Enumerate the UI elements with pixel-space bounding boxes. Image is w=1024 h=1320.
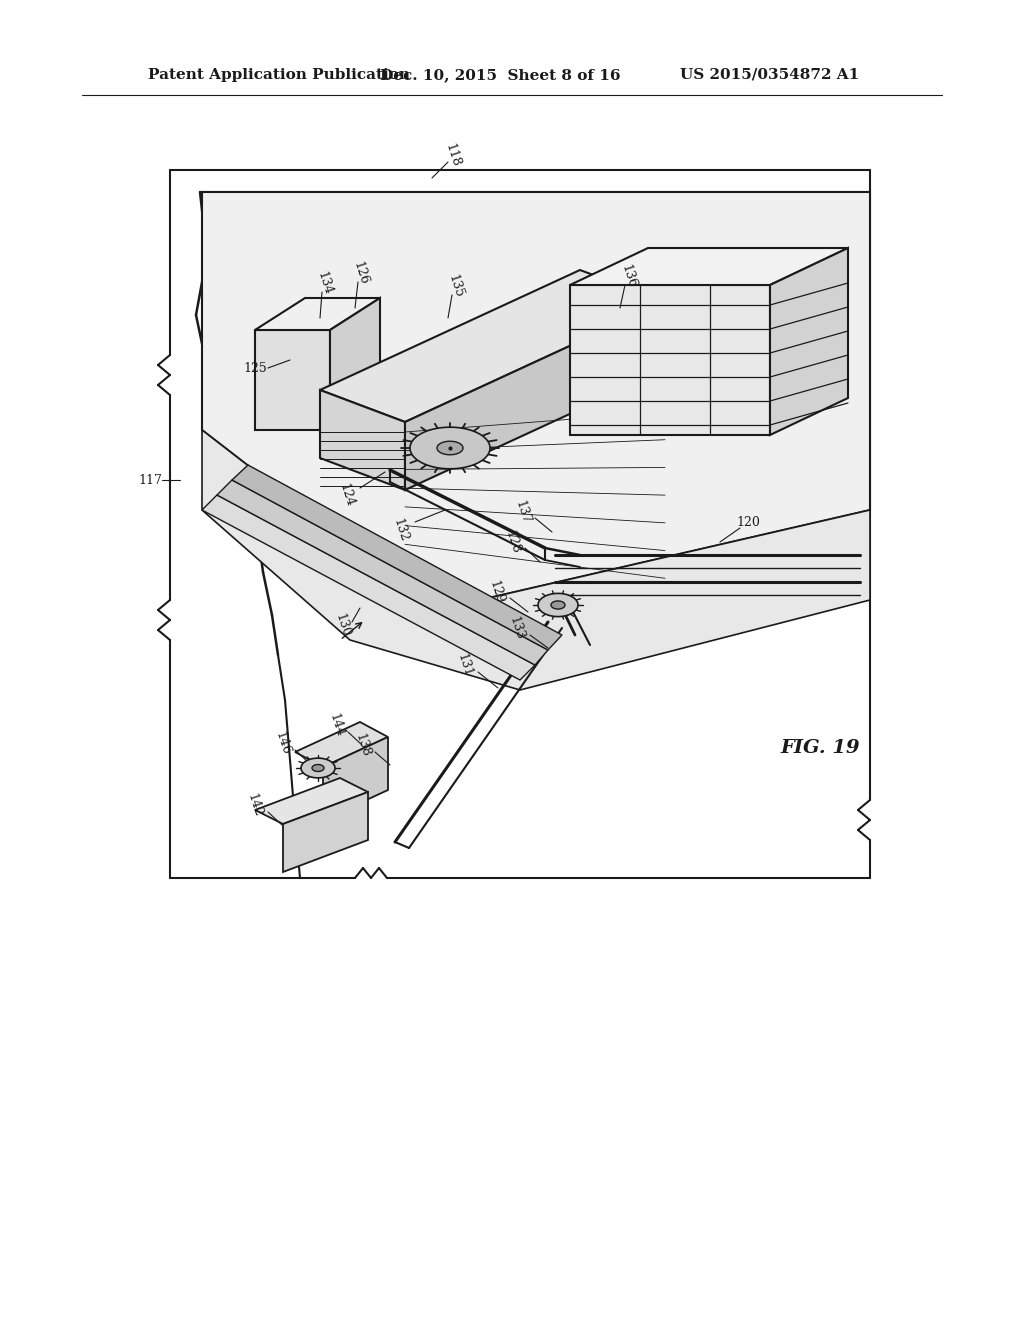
Polygon shape bbox=[202, 191, 870, 601]
Text: 133: 133 bbox=[506, 615, 526, 642]
Polygon shape bbox=[255, 330, 330, 430]
Text: 134: 134 bbox=[314, 269, 334, 297]
Polygon shape bbox=[295, 722, 388, 767]
Polygon shape bbox=[770, 248, 848, 436]
Polygon shape bbox=[538, 594, 578, 616]
Text: 118: 118 bbox=[442, 141, 462, 169]
Text: 124: 124 bbox=[336, 482, 356, 508]
Polygon shape bbox=[551, 601, 565, 609]
Text: 142: 142 bbox=[244, 792, 264, 818]
Text: 138: 138 bbox=[352, 731, 372, 759]
Text: 128: 128 bbox=[502, 528, 522, 556]
Text: 120: 120 bbox=[736, 516, 760, 528]
Polygon shape bbox=[255, 777, 368, 824]
Polygon shape bbox=[319, 389, 406, 490]
Text: 132: 132 bbox=[390, 516, 410, 544]
Polygon shape bbox=[570, 285, 770, 436]
Polygon shape bbox=[202, 495, 535, 680]
Text: Patent Application Publication: Patent Application Publication bbox=[148, 69, 410, 82]
Text: 125: 125 bbox=[243, 362, 267, 375]
Polygon shape bbox=[217, 480, 548, 665]
Text: 137: 137 bbox=[512, 499, 531, 525]
Text: FIG. 19: FIG. 19 bbox=[780, 739, 860, 756]
Text: 126: 126 bbox=[350, 260, 370, 286]
Polygon shape bbox=[323, 737, 388, 820]
Polygon shape bbox=[570, 248, 848, 285]
Text: US 2015/0354872 A1: US 2015/0354872 A1 bbox=[680, 69, 859, 82]
Text: 144: 144 bbox=[326, 711, 346, 738]
Text: 129: 129 bbox=[486, 578, 506, 606]
Text: 131: 131 bbox=[454, 652, 474, 678]
Polygon shape bbox=[312, 764, 324, 771]
Text: 135: 135 bbox=[445, 273, 465, 300]
Text: 117: 117 bbox=[138, 474, 162, 487]
Text: 136: 136 bbox=[618, 263, 638, 289]
Polygon shape bbox=[319, 271, 665, 422]
Polygon shape bbox=[283, 792, 368, 873]
Text: Dec. 10, 2015  Sheet 8 of 16: Dec. 10, 2015 Sheet 8 of 16 bbox=[380, 69, 621, 82]
Text: 130: 130 bbox=[332, 611, 352, 639]
Text: 146: 146 bbox=[272, 730, 292, 756]
Polygon shape bbox=[330, 298, 380, 430]
Polygon shape bbox=[301, 758, 335, 777]
Polygon shape bbox=[406, 302, 665, 490]
Polygon shape bbox=[232, 465, 562, 649]
Polygon shape bbox=[410, 428, 490, 469]
Polygon shape bbox=[202, 430, 870, 690]
Polygon shape bbox=[255, 298, 380, 330]
Polygon shape bbox=[437, 441, 463, 455]
